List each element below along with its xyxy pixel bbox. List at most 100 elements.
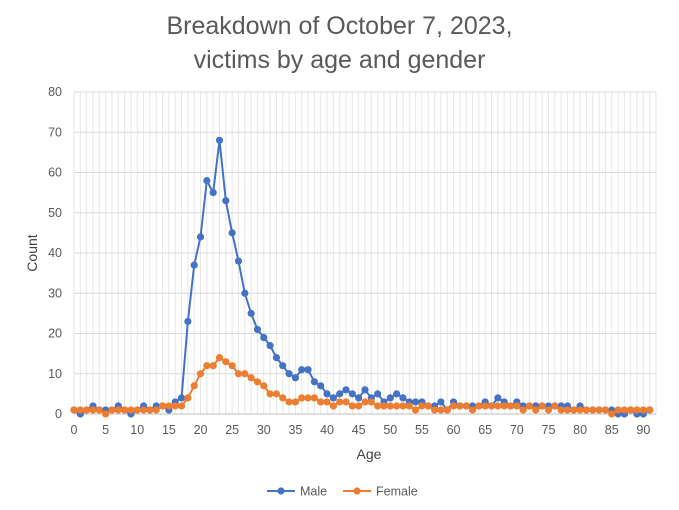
female-data-point: [114, 406, 122, 414]
female-data-point: [272, 390, 281, 398]
female-data-point: [165, 402, 173, 410]
female-data-point: [215, 354, 224, 362]
female-data-point: [139, 406, 148, 414]
male-data-point: [304, 366, 312, 374]
male-legend-label: Male: [300, 485, 327, 499]
male-data-point: [348, 390, 356, 398]
female-data-point: [386, 402, 394, 410]
female-data-point: [513, 402, 521, 410]
male-data-point: [247, 309, 255, 317]
gridlines: [73, 91, 657, 415]
female-data-point: [449, 402, 458, 410]
female-data-point: [595, 406, 603, 414]
male-data-point: [285, 370, 293, 378]
female-legend-label: Female: [376, 485, 418, 499]
female-data-point: [639, 406, 647, 414]
female-data-point: [317, 398, 325, 406]
x-tick-label: 55: [415, 423, 429, 437]
male-data-point: [310, 378, 318, 386]
male-data-point: [336, 390, 344, 398]
x-tick-label: 50: [383, 423, 397, 437]
female-data-point: [570, 406, 578, 414]
female-data-point: [291, 398, 300, 406]
female-data-point: [95, 406, 103, 414]
female-data-point: [576, 406, 584, 414]
legend: Male Female: [267, 485, 418, 499]
female-data-point: [608, 410, 616, 418]
male-data-point: [279, 362, 287, 370]
female-data-point: [582, 406, 591, 414]
male-data-point: [196, 233, 205, 241]
y-tick-label: 40: [48, 246, 62, 260]
male-data-point: [215, 136, 224, 144]
male-data-point: [393, 390, 401, 398]
female-data-point: [228, 362, 236, 370]
x-tick-label: 35: [288, 423, 302, 437]
female-data-point: [468, 406, 477, 414]
female-data-point: [506, 402, 515, 410]
female-data-point: [260, 382, 268, 390]
female-data-point: [298, 394, 306, 402]
male-data-point: [342, 386, 350, 394]
male-data-point: [266, 341, 274, 350]
x-tick-label: 25: [225, 423, 239, 437]
female-data-point: [500, 402, 508, 410]
female-data-point: [405, 402, 413, 410]
x-tick-label: 5: [102, 423, 109, 437]
x-tick-label: 45: [352, 423, 366, 437]
female-data-point: [348, 402, 356, 410]
x-tick-label: 0: [71, 423, 78, 437]
male-data-point: [494, 394, 502, 402]
female-data-point: [222, 358, 230, 366]
female-data-point: [525, 402, 534, 410]
y-tick-label: 10: [48, 367, 62, 381]
female-data-point: [102, 410, 110, 418]
female-data-point: [519, 406, 527, 414]
x-tick-label: 70: [510, 423, 524, 437]
male-data-point: [190, 261, 198, 269]
male-data-point: [228, 229, 236, 237]
female-data-point: [430, 406, 439, 414]
female-data-point: [443, 406, 451, 414]
female-data-point: [70, 406, 78, 414]
female-data-point: [323, 398, 331, 406]
female-data-point: [279, 394, 287, 402]
y-tick-label: 0: [55, 407, 62, 421]
female-data-point: [532, 406, 540, 414]
y-tick-label: 30: [48, 286, 62, 300]
female-data-point: [241, 370, 249, 378]
male-data-point: [260, 333, 268, 342]
y-tick-label: 80: [48, 85, 62, 99]
male-data-point: [184, 317, 192, 326]
female-data-point: [633, 406, 641, 414]
male-data-point: [291, 374, 300, 382]
male-data-point: [329, 394, 337, 402]
female-data-point: [152, 406, 160, 414]
female-data-point: [83, 406, 91, 414]
male-data-point: [203, 176, 211, 185]
x-tick-label: 10: [130, 423, 144, 437]
female-data-point: [418, 402, 426, 410]
x-tick-label: 20: [194, 423, 208, 437]
male-data-point: [317, 382, 325, 390]
female-data-point: [380, 402, 388, 410]
male-data-point: [437, 398, 445, 406]
female-data-point: [76, 406, 84, 414]
female-legend-marker: [353, 487, 361, 495]
female-data-point: [393, 402, 401, 410]
male-data-point: [298, 366, 306, 374]
female-data-point: [646, 406, 654, 414]
x-tick-label: 30: [257, 423, 271, 437]
female-data-point: [108, 406, 116, 414]
female-data-point: [462, 402, 470, 410]
female-data-point: [374, 402, 382, 410]
female-data-point: [342, 398, 350, 406]
female-data-point: [329, 402, 337, 410]
female-data-point: [285, 398, 293, 406]
female-data-point: [121, 406, 129, 414]
male-data-point: [399, 394, 407, 402]
x-axis-title: Age: [357, 446, 382, 462]
female-data-point: [544, 406, 553, 414]
male-data-point: [272, 354, 281, 362]
